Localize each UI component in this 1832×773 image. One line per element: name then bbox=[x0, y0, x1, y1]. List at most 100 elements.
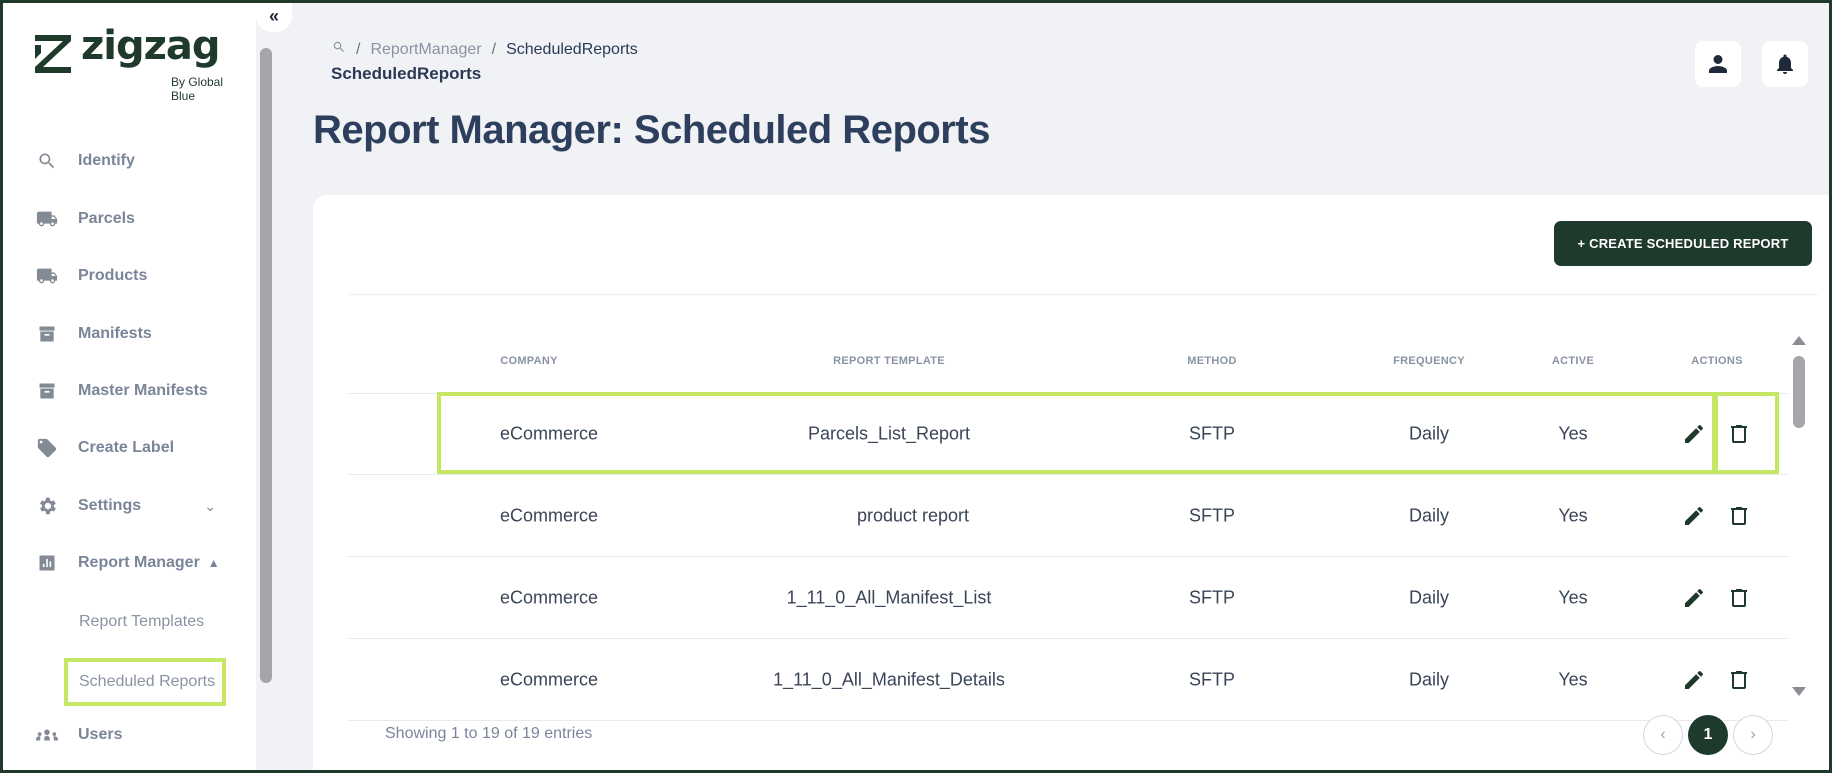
sidebar-item-label: Create Label bbox=[78, 439, 175, 456]
cell-company: eCommerce bbox=[499, 505, 599, 525]
card-divider bbox=[348, 294, 1818, 295]
cell-active: Yes bbox=[1558, 669, 1588, 689]
table-scroll-up-arrow[interactable] bbox=[1792, 336, 1806, 345]
delete-button[interactable] bbox=[1727, 422, 1751, 446]
sidebar-item-label: Users bbox=[78, 726, 123, 743]
pencil-icon bbox=[1685, 670, 1703, 689]
page-title: Report Manager: Scheduled Reports bbox=[313, 108, 990, 152]
user-profile-button[interactable] bbox=[1695, 41, 1741, 87]
tag-icon bbox=[36, 437, 58, 459]
edit-button[interactable] bbox=[1682, 668, 1706, 692]
breadcrumb-page-label: ScheduledReports bbox=[331, 64, 482, 83]
logo[interactable]: zigzag By Global Blue bbox=[31, 23, 231, 103]
entries-summary: Showing 1 to 19 of 19 entries bbox=[385, 725, 593, 742]
sidebar-subitem-label: Scheduled Reports bbox=[79, 673, 216, 690]
sidebar-item-create-label[interactable]: Create Label bbox=[36, 433, 236, 463]
truck-icon bbox=[36, 208, 58, 230]
cell-report-template: 1_11_0_All_Manifest_List bbox=[786, 587, 992, 607]
prev-page-button[interactable]: ‹ bbox=[1643, 715, 1683, 755]
breadcrumb-link-reportmanager[interactable]: ReportManager bbox=[370, 40, 482, 58]
sidebar-subitem-report-templates[interactable]: Report Templates bbox=[79, 613, 205, 630]
notifications-button[interactable] bbox=[1762, 41, 1808, 87]
cell-frequency: Daily bbox=[1408, 669, 1450, 689]
breadcrumb: / ReportManager / ScheduledReports bbox=[332, 40, 638, 59]
cell-method: SFTP bbox=[1188, 587, 1236, 607]
gear-icon bbox=[36, 495, 58, 517]
cell-frequency: Daily bbox=[1408, 423, 1450, 443]
content-card bbox=[313, 195, 1832, 773]
edit-button[interactable] bbox=[1682, 422, 1706, 446]
trash-icon bbox=[1731, 506, 1747, 525]
cell-frequency: Daily bbox=[1408, 587, 1450, 607]
column-header-actions: ACTIONS bbox=[1691, 355, 1743, 367]
column-header-frequency[interactable]: FREQUENCY bbox=[1393, 355, 1465, 367]
cell-report-template: product report bbox=[856, 505, 970, 525]
table-row[interactable]: eCommerce 1_11_0_All_Manifest_List SFTP … bbox=[348, 557, 1788, 639]
sidebar-item-products[interactable]: Products bbox=[36, 261, 236, 291]
edit-button[interactable] bbox=[1682, 504, 1706, 528]
column-header-report-template[interactable]: REPORT TEMPLATE bbox=[833, 355, 945, 367]
sidebar-scrollbar-thumb[interactable] bbox=[260, 48, 272, 683]
delete-button[interactable] bbox=[1727, 504, 1751, 528]
cell-frequency: Daily bbox=[1408, 505, 1450, 525]
users-icon bbox=[36, 724, 58, 746]
next-page-button[interactable]: › bbox=[1733, 715, 1773, 755]
sidebar-item-label: Manifests bbox=[78, 325, 152, 342]
search-icon bbox=[36, 150, 58, 172]
delete-button[interactable] bbox=[1727, 586, 1751, 610]
bar-chart-icon bbox=[36, 552, 58, 574]
sidebar-item-users[interactable]: Users bbox=[36, 720, 236, 750]
sidebar-item-manifests[interactable]: Manifests bbox=[36, 319, 236, 349]
sidebar-item-label: Identify bbox=[78, 152, 135, 169]
edit-button[interactable] bbox=[1682, 586, 1706, 610]
table-row[interactable]: eCommerce product report SFTP Daily Yes bbox=[348, 475, 1788, 557]
chevron-up-icon: ▲ bbox=[207, 556, 220, 570]
breadcrumb-separator: / bbox=[356, 40, 361, 58]
sidebar-item-label: Parcels bbox=[78, 210, 135, 227]
sidebar-item-label: Settings bbox=[78, 497, 142, 514]
sidebar-item-label: Master Manifests bbox=[78, 382, 208, 399]
cell-report-template: 1_11_0_All_Manifest_Details bbox=[773, 669, 1005, 689]
table-scroll-down-arrow[interactable] bbox=[1792, 687, 1806, 696]
table-scrollbar-thumb[interactable] bbox=[1793, 356, 1805, 428]
column-header-active[interactable]: ACTIVE bbox=[1551, 355, 1595, 367]
archive-box-icon bbox=[36, 323, 58, 345]
column-header-company[interactable]: COMPANY bbox=[500, 355, 558, 367]
sidebar-item-master-manifests[interactable]: Master Manifests bbox=[36, 376, 236, 406]
cell-company: eCommerce bbox=[499, 423, 599, 443]
breadcrumb-search-icon[interactable] bbox=[332, 40, 346, 59]
user-icon bbox=[1709, 55, 1727, 73]
sidebar-item-report-manager[interactable]: Report Manager ▲ bbox=[36, 548, 236, 578]
sidebar-item-label: Products bbox=[78, 267, 148, 284]
table-row[interactable]: eCommerce 1_11_0_All_Manifest_Details SF… bbox=[348, 639, 1788, 721]
truck-icon bbox=[36, 265, 58, 287]
cell-report-template: Parcels_List_Report bbox=[807, 423, 971, 443]
logo-tagline: By Global Blue bbox=[171, 75, 224, 103]
cell-method: SFTP bbox=[1188, 505, 1236, 525]
sidebar-item-label: Report Manager bbox=[78, 554, 200, 571]
breadcrumb-current: ScheduledReports bbox=[506, 40, 638, 58]
cell-company: eCommerce bbox=[499, 669, 599, 689]
bell-icon bbox=[1777, 54, 1793, 74]
column-header-method[interactable]: METHOD bbox=[1187, 355, 1237, 367]
cell-company: eCommerce bbox=[499, 587, 599, 607]
sidebar-item-settings[interactable]: Settings ⌄ bbox=[36, 491, 236, 521]
zigzag-logo-icon bbox=[35, 35, 71, 73]
pencil-icon bbox=[1685, 588, 1703, 607]
sidebar-item-parcels[interactable]: Parcels bbox=[36, 204, 236, 234]
cell-active: Yes bbox=[1558, 505, 1588, 525]
create-scheduled-report-button[interactable]: + CREATE SCHEDULED REPORT bbox=[1554, 221, 1812, 266]
sidebar-item-identify[interactable]: Identify bbox=[36, 146, 236, 176]
table-row[interactable]: eCommerce Parcels_List_Report SFTP Daily… bbox=[348, 393, 1788, 475]
pencil-icon bbox=[1685, 506, 1703, 525]
breadcrumb-separator: / bbox=[491, 40, 497, 58]
cell-method: SFTP bbox=[1188, 423, 1236, 443]
sidebar-subitem-scheduled-reports[interactable]: Scheduled Reports bbox=[64, 658, 226, 706]
page-1-button[interactable]: 1 bbox=[1688, 715, 1728, 755]
cell-active: Yes bbox=[1558, 423, 1588, 443]
delete-button[interactable] bbox=[1727, 668, 1751, 692]
pencil-icon bbox=[1685, 424, 1703, 443]
chevron-down-icon: ⌄ bbox=[204, 497, 216, 514]
trash-icon bbox=[1731, 588, 1747, 607]
collapse-sidebar-button[interactable]: « bbox=[256, 0, 292, 32]
